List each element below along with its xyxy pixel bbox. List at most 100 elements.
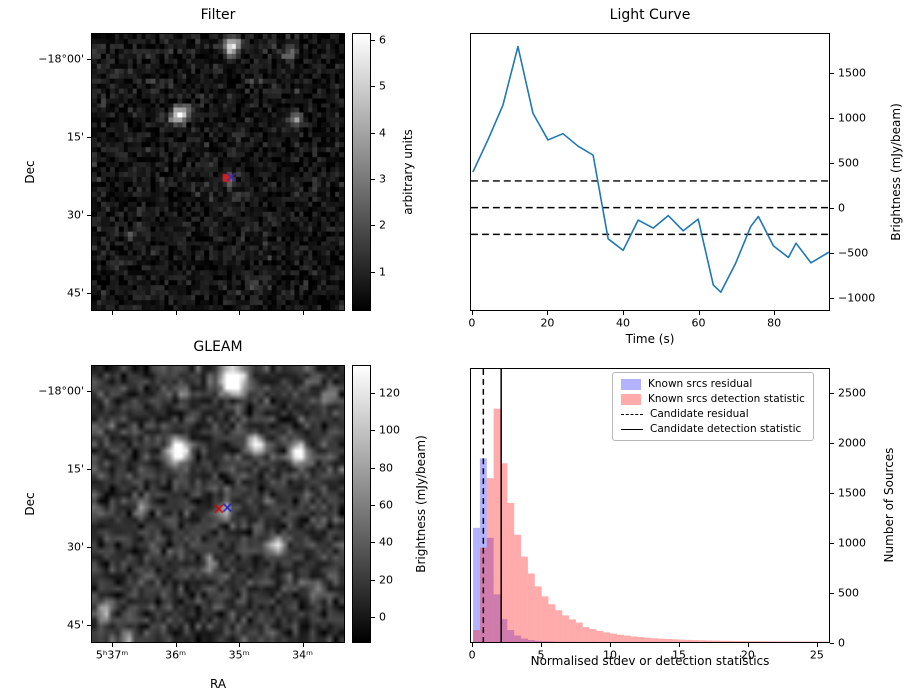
- tick-mark: [87, 547, 91, 549]
- tick-label: 120: [379, 386, 400, 400]
- tick-mark: [830, 493, 834, 494]
- tick-label: 36ᵐ: [165, 648, 187, 662]
- tick-label: −500: [838, 246, 869, 260]
- tick-label: 45': [66, 618, 84, 632]
- tick-mark: [87, 137, 91, 139]
- gleam-colorbar-label: Brightness (mJy/beam): [414, 435, 428, 573]
- tick-mark: [774, 311, 776, 315]
- tick-mark: [302, 643, 304, 647]
- legend-label-known-detection: Known srcs detection statistic: [648, 393, 805, 405]
- tick-label: 5ʰ37ᵐ: [95, 648, 129, 662]
- tick-mark: [371, 39, 375, 41]
- tick-mark: [610, 643, 611, 647]
- tick-label: 15: [671, 648, 686, 662]
- tick-mark: [541, 643, 543, 647]
- tick-mark: [816, 643, 818, 647]
- tick-label: 0: [468, 316, 476, 330]
- histogram-svg: [473, 369, 829, 642]
- filter-colorbar-label: arbitrary units: [401, 129, 415, 215]
- tick-mark: [371, 132, 375, 134]
- tick-mark: [471, 311, 473, 315]
- tick-label: 15': [66, 130, 84, 144]
- tick-mark: [87, 624, 91, 626]
- legend-row: Known srcs residual: [621, 378, 805, 390]
- tick-mark: [698, 311, 700, 315]
- tick-label: 60: [691, 316, 706, 330]
- tick-mark: [371, 504, 375, 506]
- tick-mark: [830, 163, 834, 165]
- light-curve-plot: [470, 33, 830, 311]
- tick-label: 0: [379, 610, 386, 624]
- tick-mark: [175, 311, 177, 315]
- tick-mark: [175, 643, 177, 647]
- tick-label: 5: [537, 648, 545, 662]
- tick-label: 25: [809, 648, 824, 662]
- tick-mark: [87, 292, 91, 294]
- tick-label: 80: [767, 316, 782, 330]
- tick-mark: [622, 311, 624, 315]
- light-curve-xlabel: Time (s): [625, 332, 675, 346]
- tick-mark: [830, 252, 834, 254]
- tick-label: 6: [379, 33, 386, 47]
- tick-label: 35ᵐ: [228, 648, 250, 662]
- gleam-title: GLEAM: [193, 339, 243, 355]
- tick-label: 0: [838, 201, 845, 215]
- tick-mark: [472, 643, 474, 647]
- tick-label: 5: [379, 79, 386, 93]
- tick-label: 40: [615, 316, 630, 330]
- gleam-xlabel: RA: [209, 677, 227, 691]
- legend-row: Candidate residual: [621, 408, 805, 420]
- filter-image-canvas: [92, 34, 344, 310]
- tick-mark: [87, 469, 91, 471]
- filter-colorbar: [352, 33, 371, 311]
- tick-label: 40: [379, 535, 393, 549]
- tick-label: 2500: [838, 386, 866, 400]
- tick-mark: [830, 443, 834, 444]
- tick-label: 2: [379, 218, 386, 232]
- tick-mark: [830, 643, 834, 644]
- tick-mark: [371, 86, 375, 88]
- tick-mark: [830, 207, 834, 209]
- tick-label: 20: [379, 573, 393, 587]
- tick-mark: [371, 225, 375, 227]
- gleam-image: [91, 365, 345, 643]
- tick-label: 20: [540, 316, 555, 330]
- light-curve-title: Light Curve: [609, 7, 691, 23]
- tick-label: 0: [468, 648, 476, 662]
- gleam-image-canvas: [92, 366, 344, 642]
- tick-mark: [112, 311, 114, 315]
- tick-mark: [371, 178, 375, 180]
- filter-dec-label: Dec: [23, 160, 37, 184]
- tick-mark: [371, 467, 375, 469]
- tick-mark: [747, 643, 749, 647]
- tick-label: 20: [740, 648, 755, 662]
- tick-label: 3: [379, 172, 386, 186]
- tick-mark: [302, 311, 304, 315]
- legend-row: Candidate detection statistic: [621, 423, 805, 435]
- light-curve-svg: [471, 45, 829, 294]
- legend-patch-known-detection: [621, 393, 641, 405]
- legend-label-candidate-residual: Candidate residual: [650, 408, 749, 420]
- tick-label: 34ᵐ: [292, 648, 314, 662]
- legend-dashed-line-sample: [621, 413, 643, 415]
- legend-row: Known srcs detection statistic: [621, 393, 805, 405]
- tick-label: 10: [603, 648, 617, 662]
- gleam-colorbar: [352, 365, 371, 643]
- tick-label: 30': [66, 540, 84, 554]
- tick-mark: [239, 311, 241, 315]
- tick-label: −18°00': [38, 384, 84, 398]
- tick-label: 1000: [838, 111, 866, 125]
- tick-label: 100: [379, 423, 400, 437]
- histogram-ylabel: Number of Sources: [882, 447, 896, 563]
- tick-mark: [371, 579, 375, 581]
- tick-mark: [371, 430, 375, 432]
- tick-mark: [678, 643, 680, 647]
- tick-mark: [371, 271, 375, 273]
- tick-mark: [547, 311, 549, 315]
- filter-title: Filter: [200, 7, 236, 23]
- tick-label: 15': [66, 462, 84, 476]
- tick-mark: [830, 593, 834, 594]
- tick-mark: [371, 392, 375, 394]
- tick-label: 1500: [838, 66, 866, 80]
